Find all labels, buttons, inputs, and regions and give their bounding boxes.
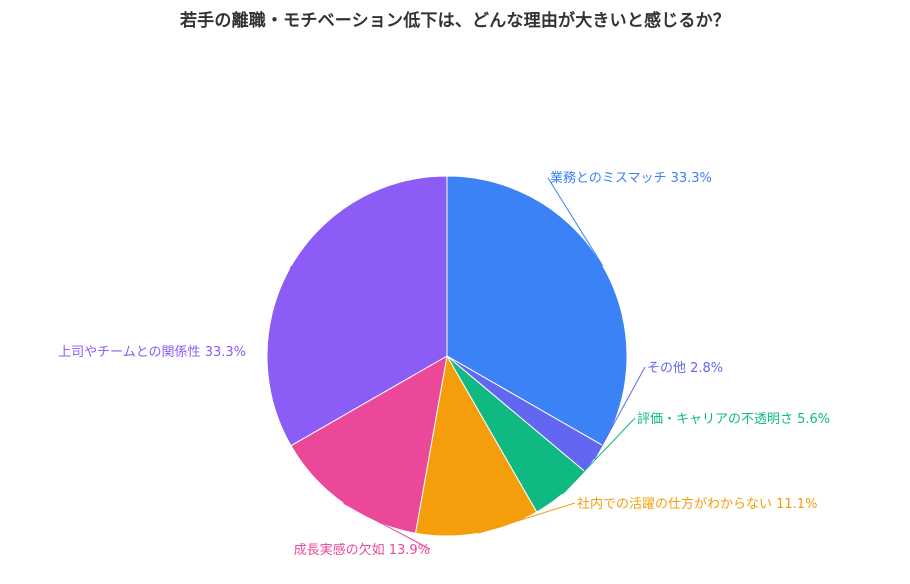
slice-label-5: 上司やチームとの関係性 33.3% bbox=[58, 345, 246, 360]
leader-line-5 bbox=[267, 265, 292, 356]
slice-label-0: 業務とのミスマッチ 33.3% bbox=[550, 170, 712, 186]
chart-title: 若手の離職・モチベーション低下は、どんな理由が大きいと感じるか？ bbox=[179, 11, 731, 31]
leaders-layer bbox=[267, 177, 646, 550]
labels-layer: 業務とのミスマッチ 33.3% その他 2.8% 評価・キャリアの不透明さ 5.6%… bbox=[58, 170, 830, 558]
leader-line-4 bbox=[343, 502, 431, 550]
slice-label-1: その他 2.8% bbox=[647, 361, 723, 376]
leader-line-3 bbox=[477, 502, 576, 534]
slices-layer bbox=[266, 175, 628, 537]
slice-label-4: 成長実感の欠如 13.9% bbox=[294, 542, 430, 558]
leader-line-2 bbox=[562, 417, 636, 495]
slice-label-3: 社内での活躍の仕方がわからない 11.1% bbox=[577, 496, 817, 512]
slice-3 bbox=[414, 354, 538, 537]
slice-label-2: 評価・キャリアの不透明さ 5.6% bbox=[637, 412, 830, 427]
slice-5 bbox=[266, 175, 448, 447]
leader-line-0 bbox=[547, 177, 604, 267]
leader-line-1 bbox=[594, 366, 646, 460]
